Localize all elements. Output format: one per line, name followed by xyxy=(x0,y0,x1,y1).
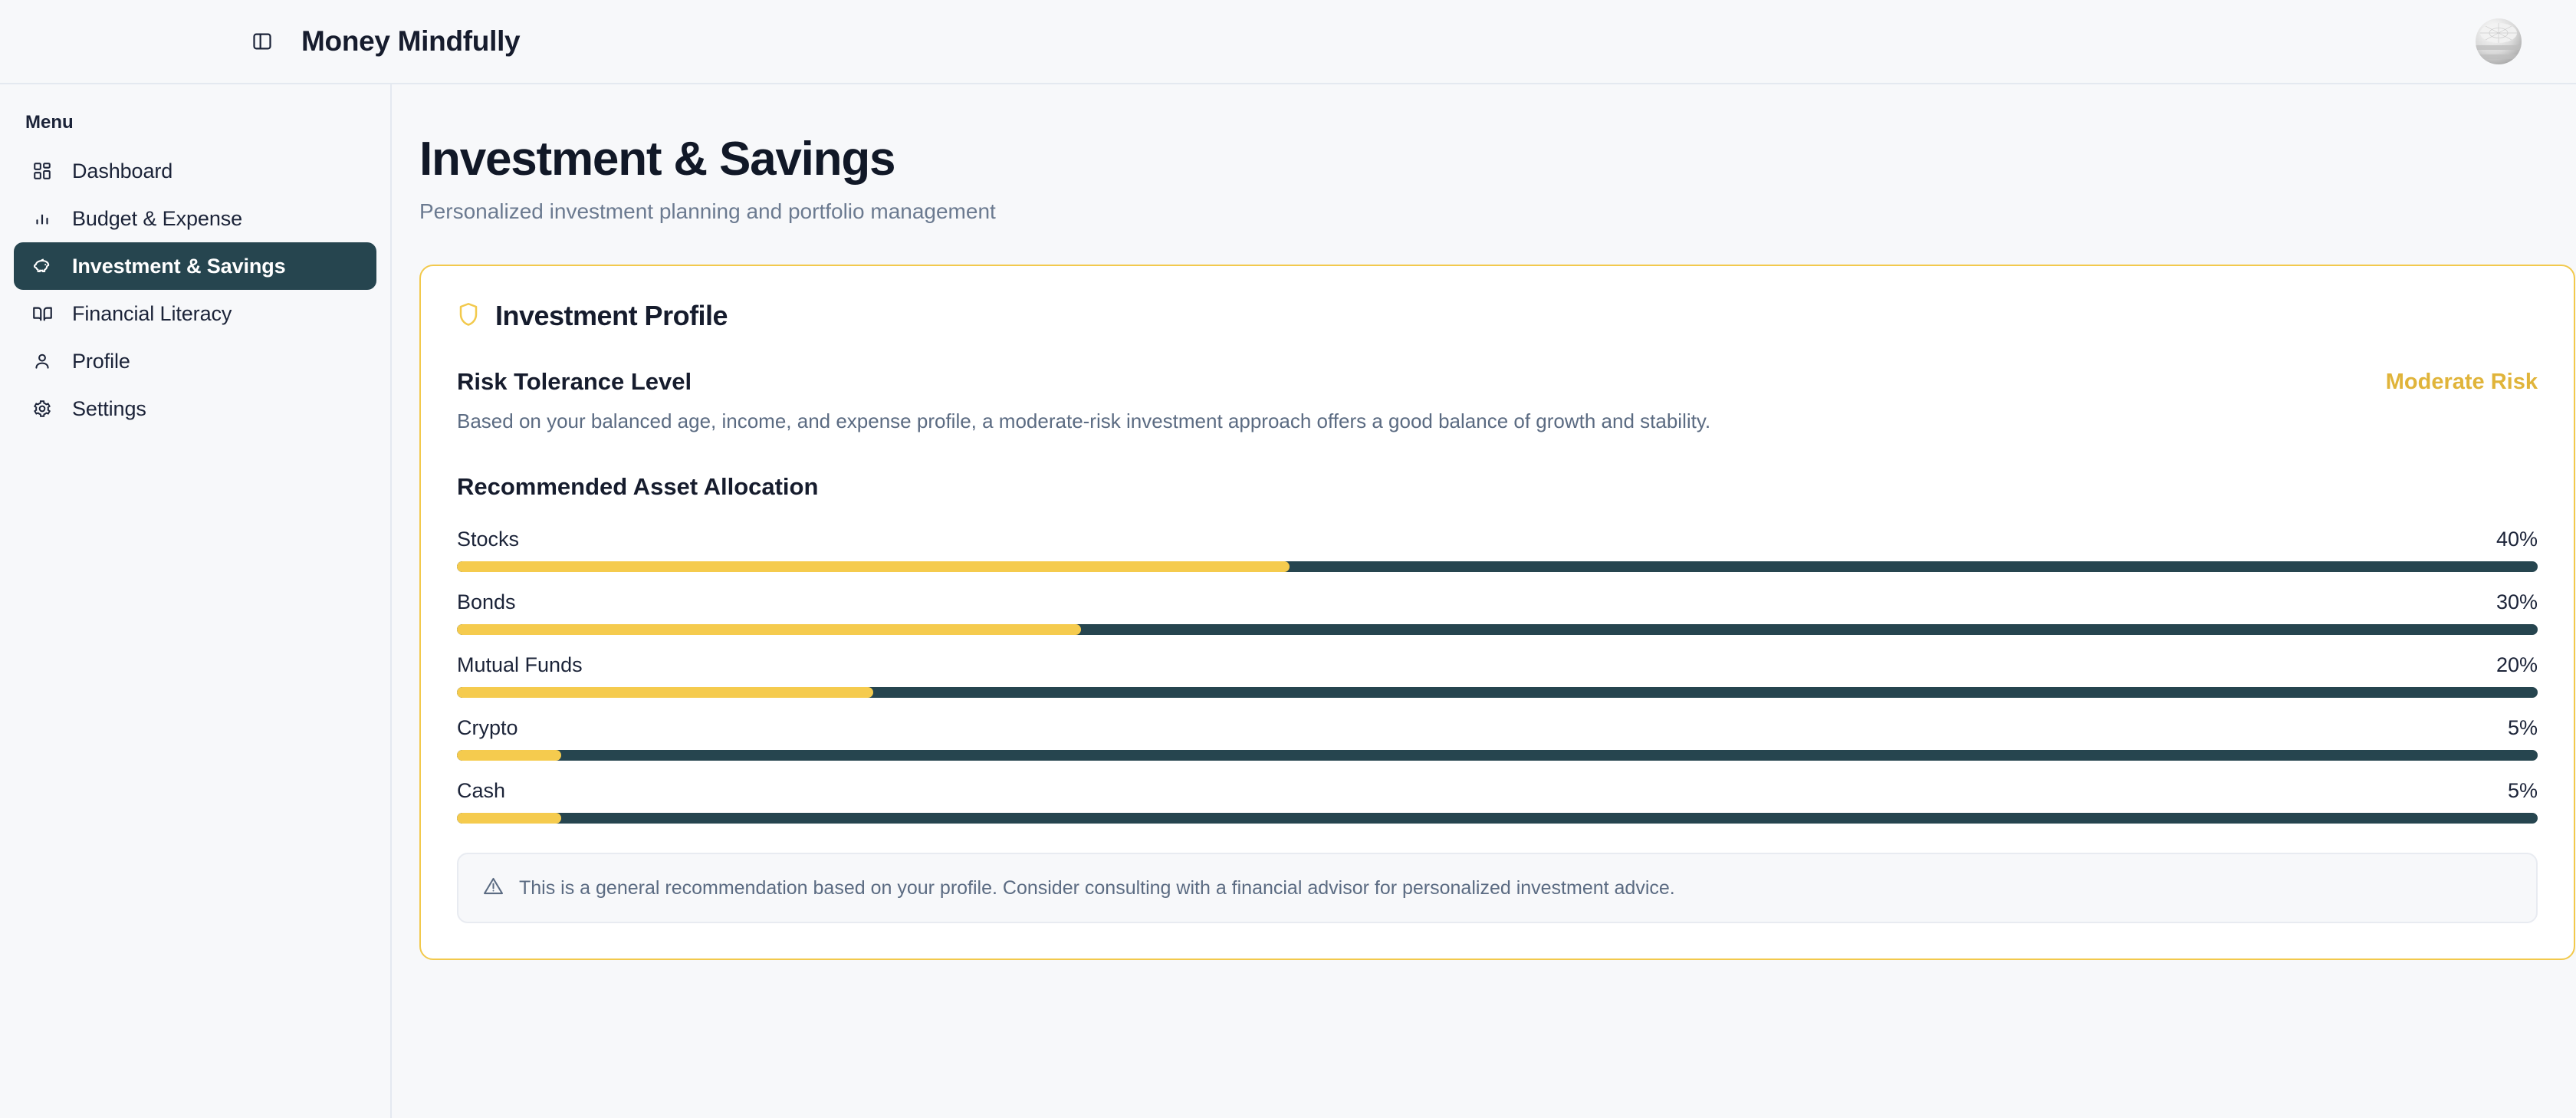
asset-allocation-fill xyxy=(457,561,1290,572)
asset-percent: 40% xyxy=(2496,528,2538,551)
asset-name: Cash xyxy=(457,779,506,802)
asset-allocation-fill xyxy=(457,624,1082,635)
asset-allocation-track xyxy=(457,561,2538,572)
disclaimer-text: This is a general recommendation based o… xyxy=(519,876,1675,899)
asset-allocation-head: Bonds 30% xyxy=(457,590,2538,614)
asset-allocation-row: Stocks 40% xyxy=(457,528,2538,572)
investment-profile-card: Investment Profile Risk Tolerance Level … xyxy=(419,265,2575,960)
asset-allocation-track xyxy=(457,750,2538,761)
asset-allocation-head: Stocks 40% xyxy=(457,528,2538,551)
risk-description: Based on your balanced age, income, and … xyxy=(457,409,1711,432)
book-icon xyxy=(31,302,54,325)
bar-chart-icon xyxy=(31,207,54,230)
sidebar-section-label: Menu xyxy=(25,112,74,133)
asset-percent: 20% xyxy=(2496,653,2538,676)
sidebar-item-label: Profile xyxy=(72,349,130,373)
asset-allocation-head: Crypto 5% xyxy=(457,716,2538,740)
risk-tolerance-row: Risk Tolerance Level Moderate Risk xyxy=(457,368,2538,396)
asset-allocation-row: Cash 5% xyxy=(457,779,2538,824)
sidebar-item-label: Financial Literacy xyxy=(72,301,232,325)
card-header: Investment Profile xyxy=(457,300,2538,332)
sidebar-item-label: Investment & Savings xyxy=(72,254,286,278)
asset-allocation-track xyxy=(457,624,2538,635)
sidebar-item-budget-expense[interactable]: Budget & Expense xyxy=(14,195,376,242)
top-header: Money Mindfully xyxy=(0,0,2576,84)
asset-name: Mutual Funds xyxy=(457,653,583,676)
allocation-section-title: Recommended Asset Allocation xyxy=(457,473,819,500)
sidebar-item-investment-savings[interactable]: Investment & Savings xyxy=(14,242,376,290)
asset-percent: 5% xyxy=(2507,779,2538,802)
sidebar-item-financial-literacy[interactable]: Financial Literacy xyxy=(14,290,376,337)
sidebar-toggle-button[interactable] xyxy=(245,25,279,58)
shield-icon xyxy=(457,301,480,331)
asset-allocation-track xyxy=(457,687,2538,698)
grid-icon xyxy=(31,159,54,182)
risk-tolerance-label: Risk Tolerance Level xyxy=(457,368,692,395)
asset-allocation-row: Bonds 30% xyxy=(457,590,2538,635)
asset-allocation-list: Stocks 40% Bonds 30% Mutual Funds 20% Crypto 5%… xyxy=(457,528,2538,824)
asset-allocation-track xyxy=(457,813,2538,824)
asset-allocation-row: Crypto 5% xyxy=(457,716,2538,761)
sidebar: Menu Dashboard Budget & Expense Investme… xyxy=(0,84,392,1118)
asset-percent: 30% xyxy=(2496,590,2538,613)
warning-triangle-icon xyxy=(483,876,504,900)
risk-level-badge: Moderate Risk xyxy=(2385,369,2538,394)
asset-allocation-fill xyxy=(457,750,561,761)
avatar[interactable] xyxy=(2475,18,2522,65)
sidebar-item-label: Budget & Expense xyxy=(72,206,243,230)
asset-name: Stocks xyxy=(457,528,520,551)
page-title: Investment & Savings xyxy=(419,133,896,186)
asset-percent: 5% xyxy=(2507,716,2538,739)
sidebar-item-profile[interactable]: Profile xyxy=(14,337,376,385)
asset-allocation-head: Mutual Funds 20% xyxy=(457,653,2538,677)
user-icon xyxy=(31,350,54,373)
sidebar-item-dashboard[interactable]: Dashboard xyxy=(14,147,376,195)
asset-allocation-head: Cash 5% xyxy=(457,779,2538,803)
user-avatar-icon xyxy=(2476,18,2522,64)
sidebar-item-label: Settings xyxy=(72,396,146,420)
main-content: Investment & Savings Personalized invest… xyxy=(392,84,2576,1118)
asset-allocation-fill xyxy=(457,813,561,824)
sidebar-item-label: Dashboard xyxy=(72,159,173,182)
sidebar-toggle-icon xyxy=(253,33,271,50)
gear-icon xyxy=(31,397,54,420)
disclaimer-box: This is a general recommendation based o… xyxy=(457,853,2538,923)
asset-allocation-row: Mutual Funds 20% xyxy=(457,653,2538,698)
piggy-bank-icon xyxy=(31,255,54,278)
asset-name: Bonds xyxy=(457,590,516,613)
asset-name: Crypto xyxy=(457,716,518,739)
asset-allocation-fill xyxy=(457,687,873,698)
app-title: Money Mindfully xyxy=(301,25,521,57)
sidebar-item-settings[interactable]: Settings xyxy=(14,385,376,432)
page-subtitle: Personalized investment planning and por… xyxy=(419,199,996,223)
card-title: Investment Profile xyxy=(495,300,728,331)
